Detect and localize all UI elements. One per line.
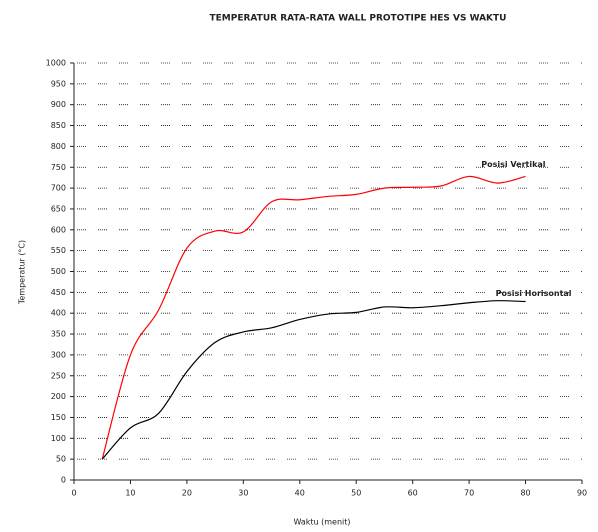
y-tick-label: 650 [51,204,66,213]
x-tick-label: 30 [238,489,248,498]
x-tick-label: 50 [351,489,361,498]
y-tick-label: 350 [51,330,66,339]
y-tick-label: 550 [51,246,66,255]
y-tick-label: 800 [51,142,66,151]
y-tick-label: 500 [51,267,66,276]
x-tick-label: 20 [182,489,192,498]
series-label: Posisi Horisontal [496,289,572,298]
y-tick-label: 100 [51,434,66,443]
y-axis-label: Temperatur (°C) [18,240,27,305]
x-tick-label: 80 [520,489,530,498]
y-tick-label: 750 [51,163,66,172]
series-line [101,175,526,460]
y-tick-label: 600 [51,225,66,234]
x-tick-label: 10 [125,489,135,498]
y-tick-label: 200 [51,392,66,401]
y-tick-label: 300 [51,350,66,359]
y-tick-label: 150 [51,413,66,422]
y-tick-label: 950 [51,79,66,88]
x-tick-label: 60 [408,489,418,498]
y-tick-label: 1000 [46,59,66,68]
chart-title: TEMPERATUR RATA-RATA WALL PROTOTIPE HES … [210,14,507,24]
x-axis-label: Waktu (menit) [293,518,350,527]
y-tick-label: 700 [51,184,66,193]
y-tick-label: 400 [51,309,66,318]
y-tick-label: 900 [51,100,66,109]
x-tick-label: 90 [577,489,587,498]
y-tick-label: 450 [51,288,66,297]
series-line [101,300,526,460]
x-tick-label: 0 [71,489,76,498]
y-tick-label: 850 [51,121,66,130]
y-tick-label: 50 [56,455,66,464]
x-tick-label: 70 [464,489,474,498]
y-tick-label: 0 [61,476,66,485]
x-tick-label: 40 [295,489,305,498]
series-label: Posisi Vertikal [481,160,546,169]
y-tick-label: 250 [51,371,66,380]
